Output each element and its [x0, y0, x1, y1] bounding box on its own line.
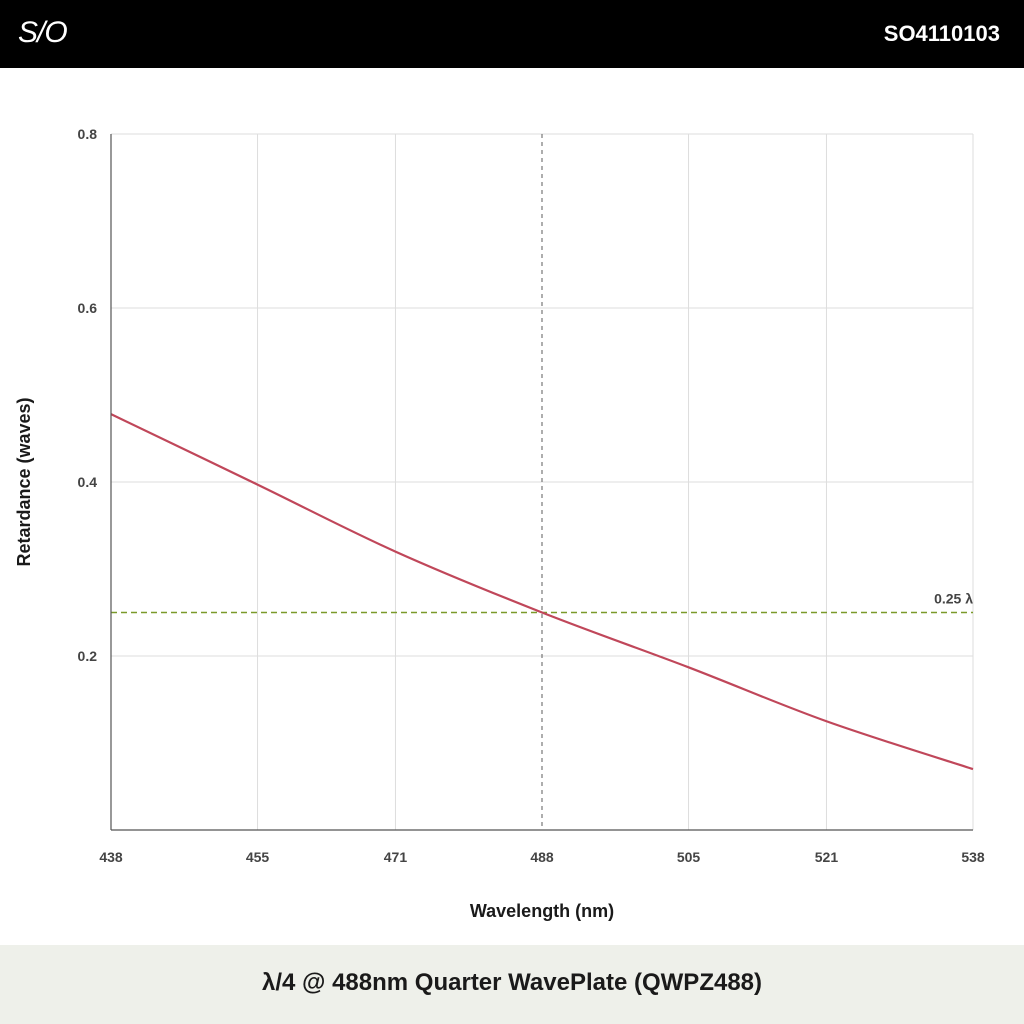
y-tick-label: 0.6	[78, 300, 98, 316]
part-number: SO4110103	[883, 21, 1000, 46]
x-tick-label: 471	[384, 849, 408, 865]
product-title: λ/4 @ 488nm Quarter WavePlate (QWPZ488)	[261, 969, 763, 996]
x-tick-label: 505	[677, 849, 701, 865]
y-axis-label: Retardance (waves)	[14, 397, 34, 566]
y-tick-label: 0.2	[78, 648, 98, 664]
footer-bar: λ/4 @ 488nm Quarter WavePlate (QWPZ488)	[0, 945, 1024, 1024]
reference-line-label: 0.25 λ	[934, 591, 973, 607]
y-tick-label: 0.8	[78, 126, 98, 142]
retardance-chart: 0.25 λ 438 455 471 488 505 521 538 0.2 0.4 0.6 0.8…	[14, 126, 985, 921]
y-tick-label: 0.4	[78, 474, 98, 490]
retardance-curve	[110, 413, 974, 771]
x-tick-label: 455	[246, 849, 270, 865]
header-bar: S/O SO4110103	[0, 0, 1024, 68]
x-axis-label: Wavelength (nm)	[470, 901, 614, 921]
x-tick-label: 438	[99, 849, 123, 865]
brand-logo: S/O	[18, 16, 68, 49]
x-tick-label: 488	[530, 849, 554, 865]
x-tick-label: 538	[961, 849, 985, 865]
x-tick-label: 521	[815, 849, 839, 865]
